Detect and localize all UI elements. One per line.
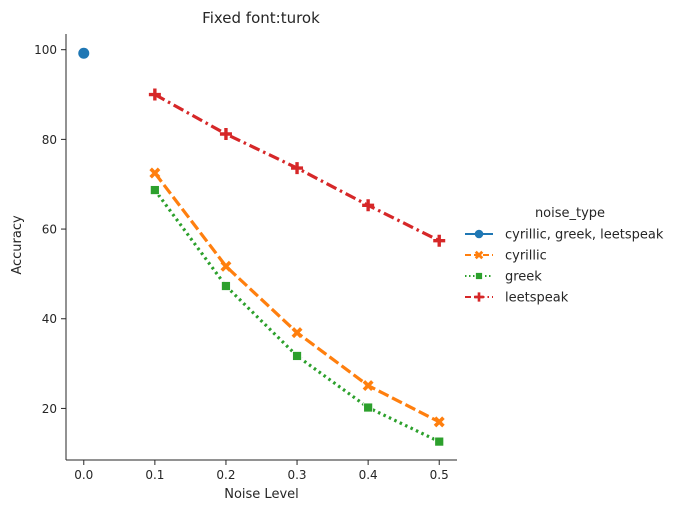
series-3 xyxy=(148,88,446,247)
legend-marker xyxy=(475,272,483,280)
legend-entry-0: cyrillic, greek, leetspeak xyxy=(465,228,664,243)
data-point xyxy=(78,47,90,59)
series-0 xyxy=(78,47,90,59)
data-point xyxy=(148,88,161,101)
data-point xyxy=(149,167,161,179)
y-axis-label: Accuracy xyxy=(10,215,25,275)
legend-marker xyxy=(474,229,484,239)
x-tick-label: 0.3 xyxy=(287,468,306,482)
data-point xyxy=(433,416,445,428)
series-line xyxy=(153,189,440,444)
y-tick-label: 40 xyxy=(42,312,57,326)
plot-area xyxy=(78,47,446,447)
data-point xyxy=(362,380,374,392)
data-point xyxy=(362,199,375,212)
x-ticks: 0.0 0.1 0.2 0.3 0.4 0.5 xyxy=(74,460,449,482)
y-tick-label: 20 xyxy=(42,402,57,416)
y-ticks: 20 40 60 80 100 xyxy=(34,43,66,416)
data-point xyxy=(221,281,231,291)
data-point xyxy=(363,402,374,413)
data-point xyxy=(220,260,232,272)
series-1 xyxy=(149,167,445,428)
y-tick-label: 60 xyxy=(42,223,57,237)
series-line xyxy=(153,172,440,424)
series-2 xyxy=(149,185,445,447)
data-point xyxy=(292,351,302,361)
legend-marker xyxy=(474,292,484,302)
legend-entry-3: leetspeak xyxy=(465,291,569,306)
data-point xyxy=(219,127,232,140)
x-tick-label: 0.4 xyxy=(359,468,378,482)
legend-entry-1: cyrillic xyxy=(465,249,547,264)
x-tick-label: 0.0 xyxy=(74,468,93,482)
data-point xyxy=(291,162,304,175)
legend: noise_type cyrillic, greek, leetspeak cyr… xyxy=(465,206,664,306)
legend-entry-2: greek xyxy=(465,270,542,285)
data-point xyxy=(433,234,446,247)
y-tick-label: 100 xyxy=(34,43,57,57)
data-point xyxy=(434,436,445,447)
y-tick-label: 80 xyxy=(42,133,57,147)
legend-label: leetspeak xyxy=(505,291,569,306)
x-tick-label: 0.5 xyxy=(430,468,449,482)
x-tick-label: 0.2 xyxy=(216,468,235,482)
legend-title: noise_type xyxy=(535,206,605,221)
x-axis-label: Noise Level xyxy=(224,487,299,502)
data-point xyxy=(149,185,160,195)
legend-label: greek xyxy=(505,270,542,285)
x-tick-label: 0.1 xyxy=(145,468,164,482)
legend-label: cyrillic, greek, leetspeak xyxy=(505,228,664,243)
legend-label: cyrillic xyxy=(505,249,547,264)
data-point xyxy=(291,327,303,339)
legend-marker xyxy=(474,250,484,260)
chart-title: Fixed font:turok xyxy=(202,9,320,27)
